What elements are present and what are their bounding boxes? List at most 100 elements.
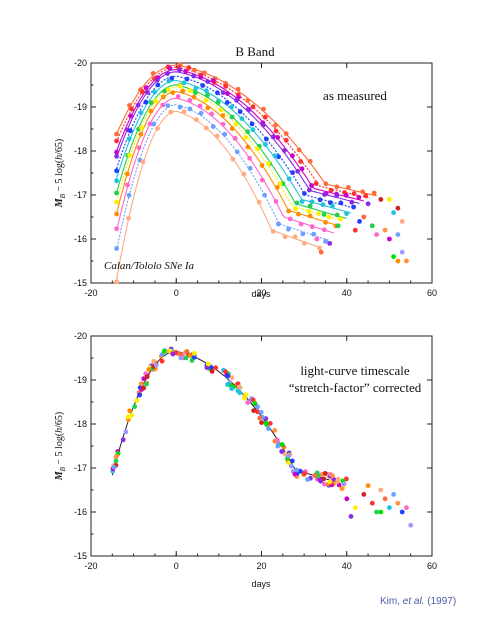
data-point [266, 161, 271, 167]
data-point [365, 201, 371, 207]
data-points [110, 346, 414, 528]
data-point [143, 99, 149, 105]
data-point [322, 471, 328, 476]
data-point [330, 473, 335, 479]
data-point [205, 105, 211, 111]
data-point [327, 479, 333, 485]
y-label-rest: − 5 log( [54, 159, 65, 194]
data-point [114, 246, 119, 251]
data-point [302, 191, 307, 196]
data-point [193, 117, 199, 123]
data-point [224, 100, 230, 105]
data-point [369, 500, 375, 506]
y-tick-label: -20 [74, 331, 87, 341]
data-point [243, 135, 249, 140]
data-point [229, 126, 235, 131]
data-point [155, 77, 160, 83]
data-point [155, 125, 160, 131]
data-point [144, 374, 150, 380]
data-point [208, 365, 214, 371]
data-point [399, 249, 405, 255]
data-point [205, 79, 211, 84]
y-tick-label: -16 [74, 507, 87, 517]
data-point [334, 193, 340, 198]
data-point [323, 219, 328, 225]
data-point [151, 121, 157, 127]
data-point [322, 481, 327, 487]
data-point [382, 227, 388, 233]
data-point [175, 94, 181, 99]
data-point [145, 90, 150, 95]
data-point [258, 409, 264, 415]
data-point [309, 224, 315, 230]
data-point [378, 487, 384, 493]
y-tick-label: -20 [74, 58, 87, 68]
data-point [321, 227, 327, 233]
y-label-h: h [54, 428, 65, 433]
x-tick-label: 40 [342, 561, 352, 571]
data-point [184, 76, 190, 82]
data-point [270, 229, 276, 234]
y-tick-label: -15 [74, 278, 87, 288]
data-point [125, 182, 130, 188]
data-point [209, 111, 215, 117]
data-point [344, 496, 350, 502]
data-point [235, 86, 241, 92]
data-point [111, 464, 117, 470]
x-tick-label: 60 [427, 561, 437, 571]
data-point [309, 199, 315, 205]
data-point [296, 147, 302, 153]
y-tick-label: -18 [74, 146, 87, 156]
data-point [127, 408, 133, 414]
data-point [137, 392, 143, 398]
data-point [282, 234, 288, 240]
data-point [128, 113, 134, 119]
data-point [307, 203, 313, 209]
chart-title: B Band [235, 44, 275, 59]
data-point [327, 241, 333, 246]
annotation: as measured [323, 88, 387, 103]
data-point [168, 109, 174, 115]
data-point [338, 216, 343, 222]
data-point [138, 110, 144, 116]
data-point [344, 476, 349, 482]
light-curve [116, 64, 377, 197]
template-curve [111, 350, 330, 481]
data-point [317, 197, 323, 203]
data-point [245, 144, 251, 150]
data-point [177, 104, 183, 110]
y-label-m: M [54, 470, 65, 481]
data-point [294, 467, 300, 473]
y-axis-label: MB − 5 log(h/65) [54, 139, 67, 209]
data-point [314, 236, 320, 242]
data-point [210, 78, 216, 83]
data-point [120, 437, 126, 443]
data-point [186, 65, 192, 71]
data-point [338, 200, 344, 206]
data-point [127, 103, 132, 108]
data-point [408, 522, 414, 528]
y-tick-label: -16 [74, 234, 87, 244]
data-point [287, 216, 293, 222]
data-point [223, 83, 229, 89]
data-point [247, 165, 253, 171]
data-point [274, 437, 280, 443]
data-point [298, 221, 304, 227]
data-point [245, 129, 251, 135]
data-point [266, 426, 271, 431]
data-point [114, 211, 119, 217]
data-point [215, 100, 221, 106]
data-point [262, 114, 268, 120]
annotation: light-curve timescale [300, 363, 410, 378]
data-point [371, 190, 377, 196]
data-point [305, 477, 310, 482]
data-point [165, 71, 170, 76]
data-point [152, 89, 158, 95]
data-point [210, 124, 216, 129]
data-point [267, 421, 273, 426]
x-tick-label: 40 [342, 288, 352, 298]
data-point [245, 400, 251, 405]
data-point [261, 106, 266, 112]
data-point [114, 149, 119, 155]
data-point [312, 473, 318, 478]
